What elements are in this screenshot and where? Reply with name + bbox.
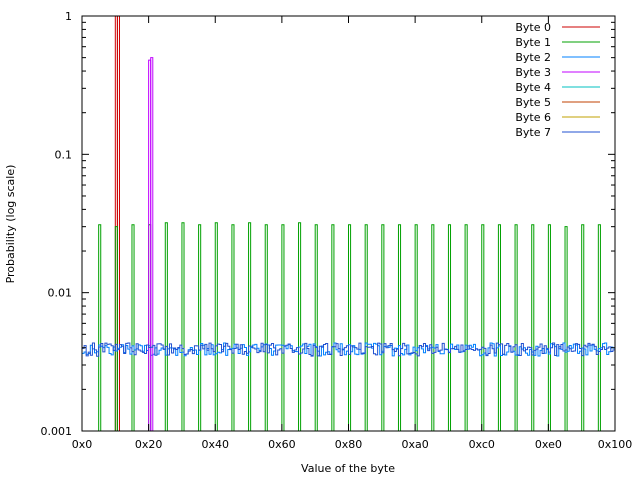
y-axis-title: Probability (log scale)	[4, 165, 17, 284]
x-tick-label-1: 0x20	[135, 438, 163, 451]
series-1-bar-17	[381, 224, 385, 431]
legend-label-7: Byte 7	[515, 126, 551, 139]
series-1-bar-12	[298, 222, 302, 431]
series-7	[82, 342, 615, 357]
ticks-layer: 0x0 0x20 0x40 0x60 0x80 0xa0 0xc0 0xe0 0x100 0.00…	[41, 10, 633, 451]
series-1-bar-4	[164, 222, 168, 431]
legend-label-5: Byte 5	[515, 96, 551, 109]
series-1-bar-0	[98, 224, 102, 431]
x-axis-title: Value of the byte	[301, 462, 395, 475]
legend-label-3: Byte 3	[515, 66, 551, 79]
legend-label-1: Byte 1	[515, 36, 551, 49]
x-tick-label-4: 0x80	[335, 438, 363, 451]
legend: Byte 0 Byte 1 Byte 2 Byte 3 Byte 4 Byte 5 Byte…	[515, 21, 600, 139]
series-1-bar-8	[231, 224, 235, 431]
series-3-bar-1	[150, 57, 154, 431]
x-tick-label-7: 0xe0	[535, 438, 562, 451]
x-tick-label-6: 0xc0	[469, 438, 495, 451]
series-1-bar-1	[114, 226, 118, 431]
series-1-bar-5	[181, 222, 185, 431]
legend-label-6: Byte 6	[515, 111, 551, 124]
legend-label-4: Byte 4	[515, 81, 551, 94]
series-3	[148, 57, 154, 431]
series-1-bar-27	[547, 224, 551, 431]
series-1-bar-26	[531, 224, 535, 431]
y-tick-label-3: 1	[65, 10, 72, 23]
x-tick-label-8: 0x100	[598, 438, 633, 451]
series-1-bar-23	[481, 224, 485, 431]
x-tick-label-5: 0xa0	[402, 438, 429, 451]
series-1-bar-9	[248, 222, 252, 431]
series-1-bar-10	[264, 224, 268, 431]
series-1-bar-22	[464, 224, 468, 431]
series-layer	[82, 15, 615, 431]
x-tick-label-0: 0x0	[72, 438, 93, 451]
series-1-bar-15	[348, 224, 352, 431]
series-1-bar-18	[397, 224, 402, 431]
series-1-bar-28	[564, 226, 568, 431]
legend-label-2: Byte 2	[515, 51, 551, 64]
series-1-bar-20	[431, 224, 435, 431]
series-1-bar-29	[581, 224, 585, 431]
series-1-bar-30	[597, 224, 601, 431]
series-1-bar-13	[314, 224, 318, 431]
series-1-bar-2	[131, 224, 135, 431]
y-tick-label-2: 0.1	[55, 148, 73, 161]
x-tick-label-2: 0x40	[201, 438, 229, 451]
series-1-bar-19	[414, 224, 418, 431]
series-1-bar-6	[198, 224, 202, 431]
series-1-bar-16	[364, 224, 368, 431]
series-1-bar-21	[447, 224, 452, 431]
x-tick-label-3: 0x60	[268, 438, 296, 451]
y-tick-label-1: 0.01	[48, 287, 73, 300]
series-1-bar-11	[281, 224, 285, 431]
series-7-line	[82, 342, 615, 357]
legend-label-0: Byte 0	[515, 21, 551, 34]
series-1-bar-14	[331, 224, 335, 431]
series-1-bar-7	[214, 222, 218, 431]
series-1-bar-24	[497, 224, 501, 431]
y-tick-label-0: 0.001	[41, 425, 73, 438]
series-1	[98, 222, 601, 431]
series-1-bar-25	[514, 224, 518, 431]
